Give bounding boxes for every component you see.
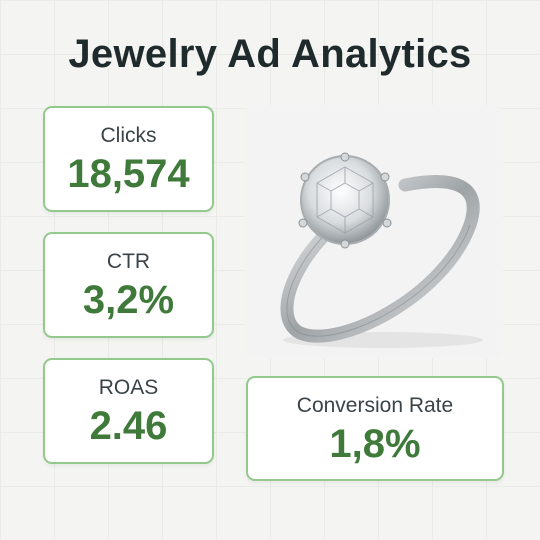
metric-label: CTR <box>106 250 151 273</box>
metric-label: Conversion Rate <box>296 394 454 417</box>
band-edge <box>286 204 471 337</box>
metric-card: Conversion Rate 1,8% <box>246 376 504 481</box>
metric-card: Clicks 18,574 <box>43 106 214 212</box>
metric-value: 18,574 <box>67 152 190 196</box>
metric-value: 1,8% <box>329 422 421 466</box>
metric-card: ROAS 2.46 <box>43 358 214 464</box>
facets <box>316 166 374 234</box>
title: Jewelry Ad Analytics <box>68 32 472 76</box>
metric-value: 3,2% <box>82 278 175 322</box>
metric-label: Clicks <box>100 124 157 147</box>
product-image <box>245 105 503 358</box>
metric-value: 2.46 <box>89 404 168 448</box>
prongs <box>298 152 392 249</box>
metric-card: CTR 3,2% <box>43 232 214 338</box>
ring-illustration <box>280 152 483 348</box>
metric-label: ROAS <box>98 376 159 399</box>
